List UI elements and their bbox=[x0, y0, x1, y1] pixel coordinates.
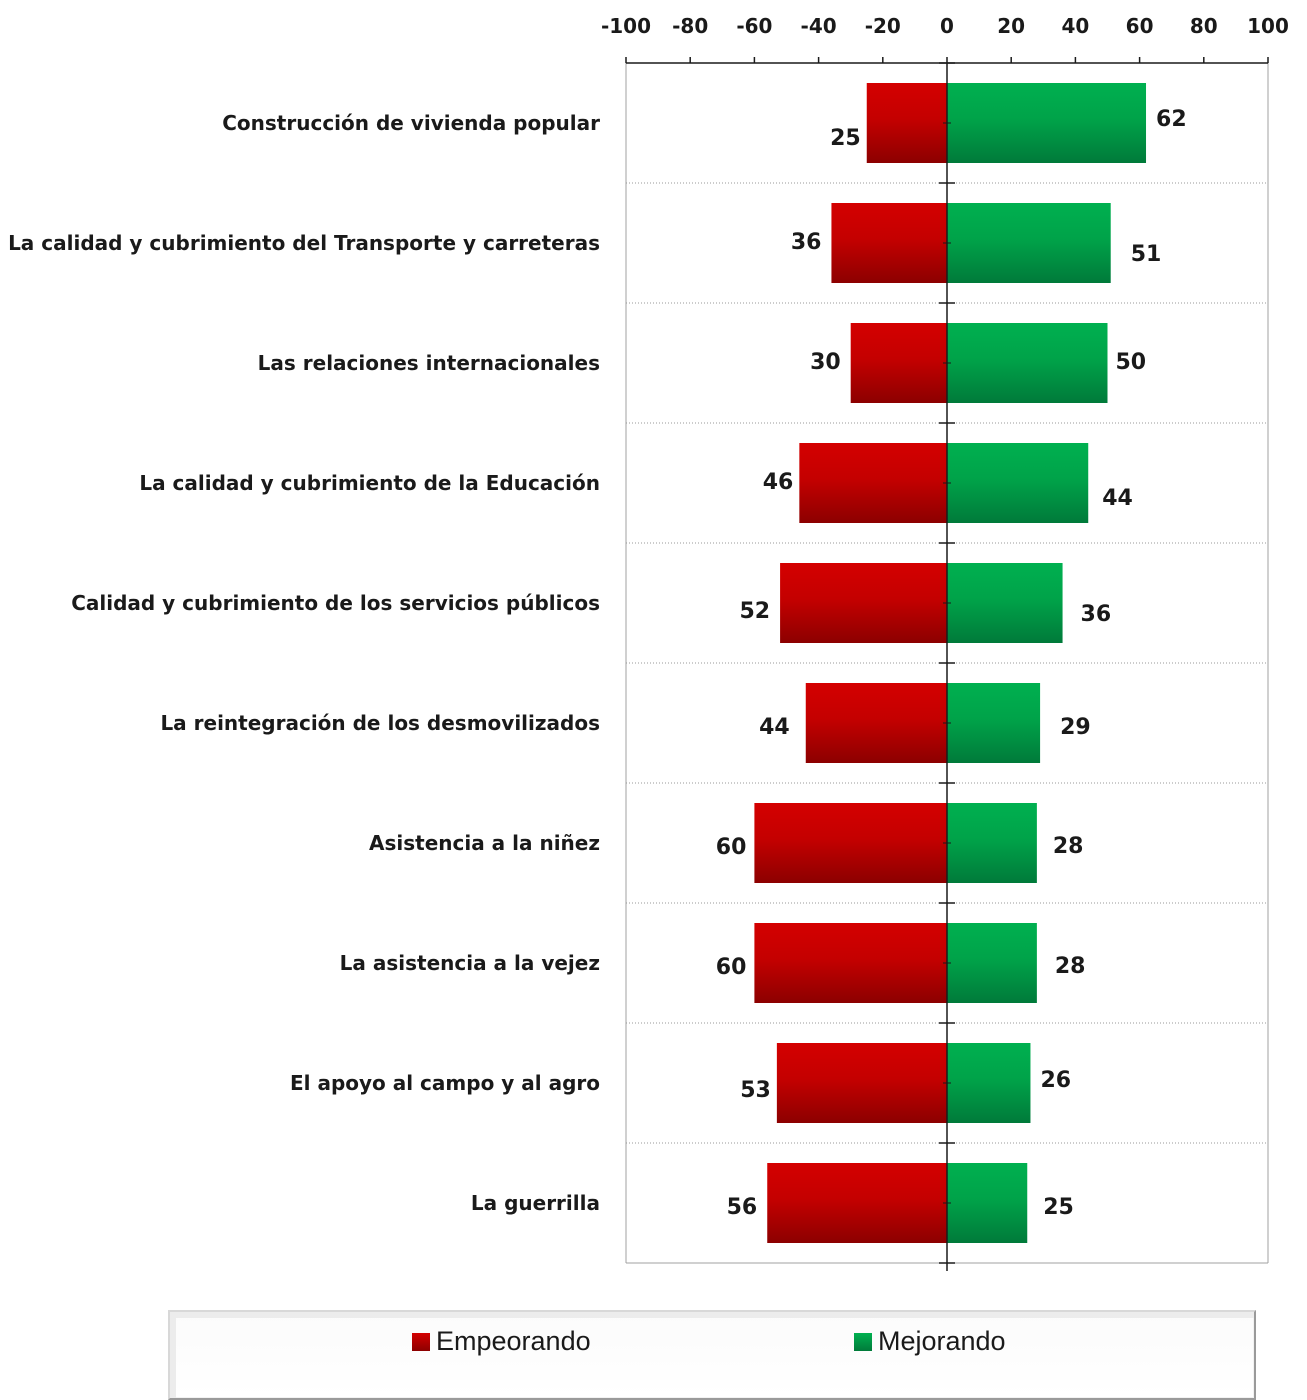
bar-mejorando bbox=[947, 563, 1063, 643]
category-label: Las relaciones internacionales bbox=[258, 351, 600, 375]
value-label-mejorando: 50 bbox=[1116, 350, 1147, 375]
value-label-empeorando: 36 bbox=[791, 230, 822, 255]
category-label: La asistencia a la vejez bbox=[340, 951, 600, 975]
value-label-mejorando: 51 bbox=[1131, 242, 1162, 267]
bar-empeorando bbox=[866, 83, 947, 163]
bar-mejorando bbox=[947, 443, 1089, 523]
category-label: La reintegración de los desmovilizados bbox=[160, 711, 600, 735]
value-label-empeorando: 56 bbox=[727, 1195, 758, 1220]
bar-empeorando bbox=[850, 323, 947, 403]
legend-label-empeorando: Empeorando bbox=[436, 1326, 591, 1356]
x-tick-label: 80 bbox=[1190, 14, 1218, 38]
value-label-mejorando: 62 bbox=[1156, 107, 1187, 132]
category-label: La calidad y cubrimiento del Transporte … bbox=[8, 231, 600, 255]
value-label-empeorando: 46 bbox=[763, 470, 794, 495]
bar-empeorando bbox=[780, 563, 947, 643]
bar-empeorando bbox=[799, 443, 947, 523]
legend-swatch-empeorando bbox=[412, 1332, 430, 1351]
chart-canvas: -100 -80 -60 -40 -20 0 20 40 60 80 100 25 62 Constru… bbox=[8, 14, 1289, 1271]
value-label-mejorando: 36 bbox=[1081, 602, 1112, 627]
x-tick-label: -80 bbox=[672, 14, 708, 38]
x-tick-label: 100 bbox=[1247, 14, 1289, 38]
category-label: Calidad y cubrimiento de los servicios p… bbox=[71, 591, 600, 615]
x-tick-label: 60 bbox=[1126, 14, 1154, 38]
value-label-mejorando: 44 bbox=[1102, 486, 1133, 511]
value-label-empeorando: 60 bbox=[716, 835, 747, 860]
x-tick-label: 20 bbox=[997, 14, 1025, 38]
value-label-empeorando: 25 bbox=[830, 126, 861, 151]
value-label-mejorando: 26 bbox=[1040, 1068, 1071, 1093]
chart-legend: Empeorando Mejorando bbox=[168, 1310, 1256, 1400]
legend-item-empeorando: Empeorando bbox=[412, 1326, 591, 1357]
value-label-mejorando: 25 bbox=[1043, 1195, 1074, 1220]
x-tick-label: -20 bbox=[865, 14, 901, 38]
category-label: El apoyo al campo y al agro bbox=[290, 1071, 600, 1095]
bar-empeorando bbox=[776, 1043, 947, 1123]
x-tick-label: -100 bbox=[601, 14, 651, 38]
bar-mejorando bbox=[947, 803, 1037, 883]
legend-swatch-mejorando bbox=[854, 1332, 872, 1351]
value-label-empeorando: 52 bbox=[739, 599, 770, 624]
bar-mejorando bbox=[947, 1163, 1028, 1243]
bar-empeorando bbox=[754, 803, 947, 883]
x-tick-label: 40 bbox=[1061, 14, 1089, 38]
value-label-mejorando: 28 bbox=[1053, 834, 1084, 859]
category-label: La guerrilla bbox=[471, 1191, 600, 1215]
bar-mejorando bbox=[947, 683, 1041, 763]
bar-mejorando bbox=[947, 1043, 1031, 1123]
value-label-empeorando: 53 bbox=[740, 1078, 771, 1103]
bar-empeorando bbox=[805, 683, 947, 763]
legend-item-mejorando: Mejorando bbox=[854, 1326, 1006, 1357]
bar-mejorando bbox=[947, 83, 1147, 163]
category-label: Asistencia a la niñez bbox=[369, 831, 600, 855]
value-label-mejorando: 29 bbox=[1060, 715, 1091, 740]
category-label: Construcción de vivienda popular bbox=[222, 111, 600, 135]
bar-empeorando bbox=[831, 203, 947, 283]
value-label-empeorando: 30 bbox=[810, 350, 841, 375]
x-tick-label: -60 bbox=[736, 14, 772, 38]
bar-empeorando bbox=[754, 923, 947, 1003]
legend-label-mejorando: Mejorando bbox=[878, 1326, 1006, 1356]
value-label-mejorando: 28 bbox=[1055, 954, 1086, 979]
value-label-empeorando: 60 bbox=[716, 955, 747, 980]
x-tick-label: 0 bbox=[940, 14, 954, 38]
bar-mejorando bbox=[947, 323, 1108, 403]
bar-mejorando bbox=[947, 203, 1111, 283]
x-tick-label: -40 bbox=[801, 14, 837, 38]
bar-mejorando bbox=[947, 923, 1037, 1003]
value-label-empeorando: 44 bbox=[759, 715, 790, 740]
category-label: La calidad y cubrimiento de la Educación bbox=[139, 471, 600, 495]
bar-empeorando bbox=[767, 1163, 947, 1243]
